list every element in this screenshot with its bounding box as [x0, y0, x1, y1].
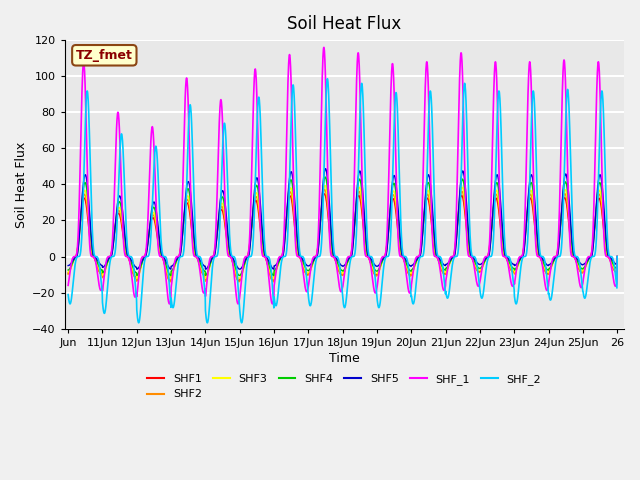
Y-axis label: Soil Heat Flux: Soil Heat Flux	[15, 141, 28, 228]
SHF3	[508, 267, 516, 273]
SHF_2	[613, 253, 621, 259]
SHF5	[540, 257, 547, 263]
SHF4	[167, 273, 175, 278]
SHF3	[613, 253, 621, 259]
SHF5	[133, 266, 141, 272]
SHF5	[119, 212, 127, 217]
SHF_1	[376, 262, 384, 268]
SHF1	[269, 277, 276, 283]
Line: SHF4: SHF4	[68, 177, 617, 276]
SHF_2	[135, 320, 143, 326]
SHF2	[237, 274, 245, 280]
SHF_1	[320, 45, 328, 50]
Legend: SHF1, SHF2, SHF3, SHF4, SHF5, SHF_1, SHF_2: SHF1, SHF2, SHF3, SHF4, SHF5, SHF_1, SHF…	[143, 370, 546, 404]
SHF_1	[119, 228, 127, 234]
SHF_1	[606, 256, 614, 262]
Text: TZ_fmet: TZ_fmet	[76, 49, 132, 62]
Line: SHF3: SHF3	[68, 185, 617, 278]
SHF2	[64, 271, 72, 277]
SHF3	[321, 182, 329, 188]
SHF_1	[508, 283, 516, 289]
SHF3	[237, 273, 245, 278]
Line: SHF_2: SHF_2	[68, 79, 617, 323]
SHF4	[119, 218, 127, 224]
SHF_2	[508, 270, 516, 276]
SHF_2	[376, 301, 384, 307]
SHF5	[322, 166, 330, 171]
SHF_2	[119, 145, 127, 151]
SHF5	[613, 253, 621, 259]
SHF3	[376, 265, 384, 271]
SHF5	[376, 261, 384, 267]
SHF_1	[238, 274, 246, 280]
SHF3	[606, 255, 614, 261]
SHF_1	[540, 268, 547, 274]
SHF2	[508, 269, 516, 275]
SHF2	[376, 266, 384, 272]
SHF1	[64, 270, 72, 276]
SHF2	[613, 253, 621, 259]
SHF2	[606, 256, 614, 262]
SHF4	[376, 264, 384, 270]
Line: SHF_1: SHF_1	[68, 48, 617, 304]
SHF_2	[238, 320, 246, 325]
SHF1	[508, 268, 516, 274]
SHF2	[540, 263, 547, 268]
SHF5	[508, 261, 516, 266]
SHF4	[508, 264, 516, 270]
SHF5	[238, 265, 246, 271]
SHF5	[64, 263, 72, 268]
Title: Soil Heat Flux: Soil Heat Flux	[287, 15, 401, 33]
SHF1	[376, 264, 384, 270]
SHF3	[119, 224, 127, 230]
SHF1	[321, 191, 328, 197]
SHF1	[606, 257, 614, 263]
Line: SHF2: SHF2	[68, 190, 617, 282]
SHF3	[269, 276, 277, 281]
SHF2	[321, 187, 328, 192]
SHF_1	[613, 253, 621, 259]
SHF1	[613, 253, 621, 259]
Line: SHF5: SHF5	[68, 168, 617, 269]
SHF2	[119, 228, 127, 234]
Line: SHF1: SHF1	[68, 194, 617, 280]
SHF_1	[166, 301, 173, 307]
SHF2	[269, 279, 277, 285]
SHF_2	[64, 292, 72, 298]
X-axis label: Time: Time	[329, 352, 360, 365]
SHF4	[606, 255, 614, 261]
SHF_1	[64, 282, 72, 288]
SHF1	[237, 272, 245, 278]
SHF3	[540, 261, 547, 266]
SHF_2	[540, 254, 547, 260]
SHF1	[540, 263, 547, 269]
SHF4	[540, 259, 547, 265]
SHF4	[613, 253, 621, 259]
SHF_2	[324, 76, 332, 82]
SHF_2	[606, 253, 614, 259]
SHF1	[119, 232, 127, 238]
SHF4	[64, 267, 72, 273]
SHF4	[321, 174, 329, 180]
SHF3	[64, 269, 72, 275]
SHF4	[238, 270, 246, 276]
SHF5	[606, 254, 614, 260]
